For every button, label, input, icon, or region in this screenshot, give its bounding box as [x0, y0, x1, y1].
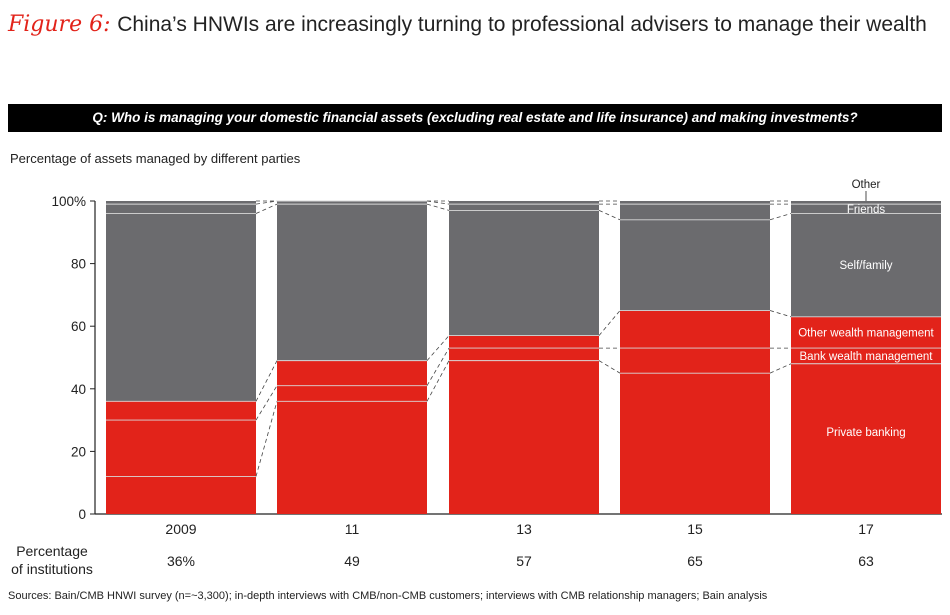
chart-subtitle: Percentage of assets managed by differen… [10, 151, 301, 166]
y-tick-label: 100% [51, 194, 86, 209]
x-category-label: 13 [516, 521, 532, 537]
bar-segment-friends-11 [277, 201, 427, 205]
connector-line [426, 203, 450, 211]
connector-line [426, 200, 450, 205]
stacked-bar-chart: 0 20 40 60 80 100% 2009 36% 11 49 13 57 15 65 17 63 Pri… [11, 179, 942, 577]
bar-segment-private-banking-13 [449, 360, 599, 514]
connector-line [255, 360, 278, 402]
bar-segment-other-17 [791, 201, 941, 205]
bar-segment-other-wealth-management-11 [277, 360, 427, 386]
x-category-label: 17 [858, 521, 874, 537]
series-label-other: Other [852, 179, 881, 191]
connector-line [426, 347, 450, 386]
institutions-value: 65 [687, 553, 703, 569]
connector-line [426, 360, 450, 402]
connector-line [769, 213, 792, 221]
institutions-value: 36% [167, 553, 195, 569]
connector-line [426, 335, 450, 361]
connector-line [598, 310, 621, 336]
bar-segment-other-2009 [106, 201, 256, 205]
connector-line [598, 210, 621, 221]
connector-line [255, 385, 278, 421]
connector-line [769, 310, 792, 318]
y-tick-label: 40 [71, 382, 86, 397]
institutions-value: 49 [344, 553, 360, 569]
bar-segment-bank-wealth-management-11 [277, 385, 427, 402]
bar-segment-self-family-15 [620, 219, 770, 311]
source-note: Sources: Bain/CMB HNWI survey (n=~3,300)… [8, 590, 768, 602]
bar-segment-self-family-11 [277, 204, 427, 361]
bar-segment-bank-wealth-management-2009 [106, 420, 256, 477]
bar-segment-friends-15 [620, 204, 770, 220]
bar-segment-bank-wealth-management-15 [620, 348, 770, 374]
bar-segment-private-banking-2009 [106, 476, 256, 514]
question-banner: Q: Who is managing your domestic financi… [8, 104, 942, 132]
series-label-private-banking: Private banking [826, 427, 905, 439]
bar-segment-bank-wealth-management-17 [791, 348, 941, 364]
y-tick-label: 0 [78, 507, 86, 522]
series-label-friends: Friends [847, 204, 886, 216]
bar-segment-self-family-2009 [106, 213, 256, 402]
bar-segment-other-wealth-management-17 [791, 316, 941, 349]
bar-segment-other-wealth-management-2009 [106, 401, 256, 421]
bar-segment-other-wealth-management-13 [449, 335, 599, 349]
y-tick-label: 80 [71, 257, 86, 272]
figure-title: Figure 6: China’s HNWIs are increasingly… [8, 12, 927, 37]
bar-segment-self-family-13 [449, 210, 599, 336]
figure-title-text: China’s HNWIs are increasingly turning t… [117, 13, 927, 36]
figure-label: Figure 6: [8, 12, 111, 37]
connector-line [769, 363, 792, 374]
y-tick-label: 20 [71, 444, 86, 459]
institutions-row-label-line: Percentage [16, 543, 88, 559]
connector-line [255, 203, 278, 214]
bar-segment-private-banking-11 [277, 401, 427, 514]
bar-segment-other-13 [449, 201, 599, 205]
connector-line [598, 360, 621, 374]
bar-segment-self-family-17 [791, 213, 941, 317]
bar-segment-friends-17 [791, 204, 941, 214]
bar-segment-friends-2009 [106, 204, 256, 214]
institutions-row-label: Percentage of institutions [11, 543, 93, 577]
bar-segment-private-banking-15 [620, 373, 770, 514]
x-category-label: 11 [345, 521, 360, 537]
y-tick-label: 60 [71, 319, 86, 334]
bar-segment-other-15 [620, 201, 770, 205]
series-label-other-wealth-management: Other wealth management [798, 327, 934, 339]
x-category-label: 15 [687, 521, 703, 537]
institutions-value: 57 [516, 553, 532, 569]
institutions-value: 63 [858, 553, 874, 569]
connector-line [255, 401, 278, 477]
x-category-label: 2009 [165, 521, 196, 537]
series-label-self-family: Self/family [839, 260, 892, 272]
bar-segment-private-banking-17 [791, 363, 941, 514]
series-label-bank-wealth-management: Bank wealth management [800, 351, 934, 363]
bar-segment-bank-wealth-management-13 [449, 348, 599, 361]
connector-line [255, 200, 278, 205]
bar-segment-friends-13 [449, 204, 599, 211]
bar-segment-other-wealth-management-15 [620, 310, 770, 349]
institutions-row-label-line: of institutions [11, 561, 93, 577]
